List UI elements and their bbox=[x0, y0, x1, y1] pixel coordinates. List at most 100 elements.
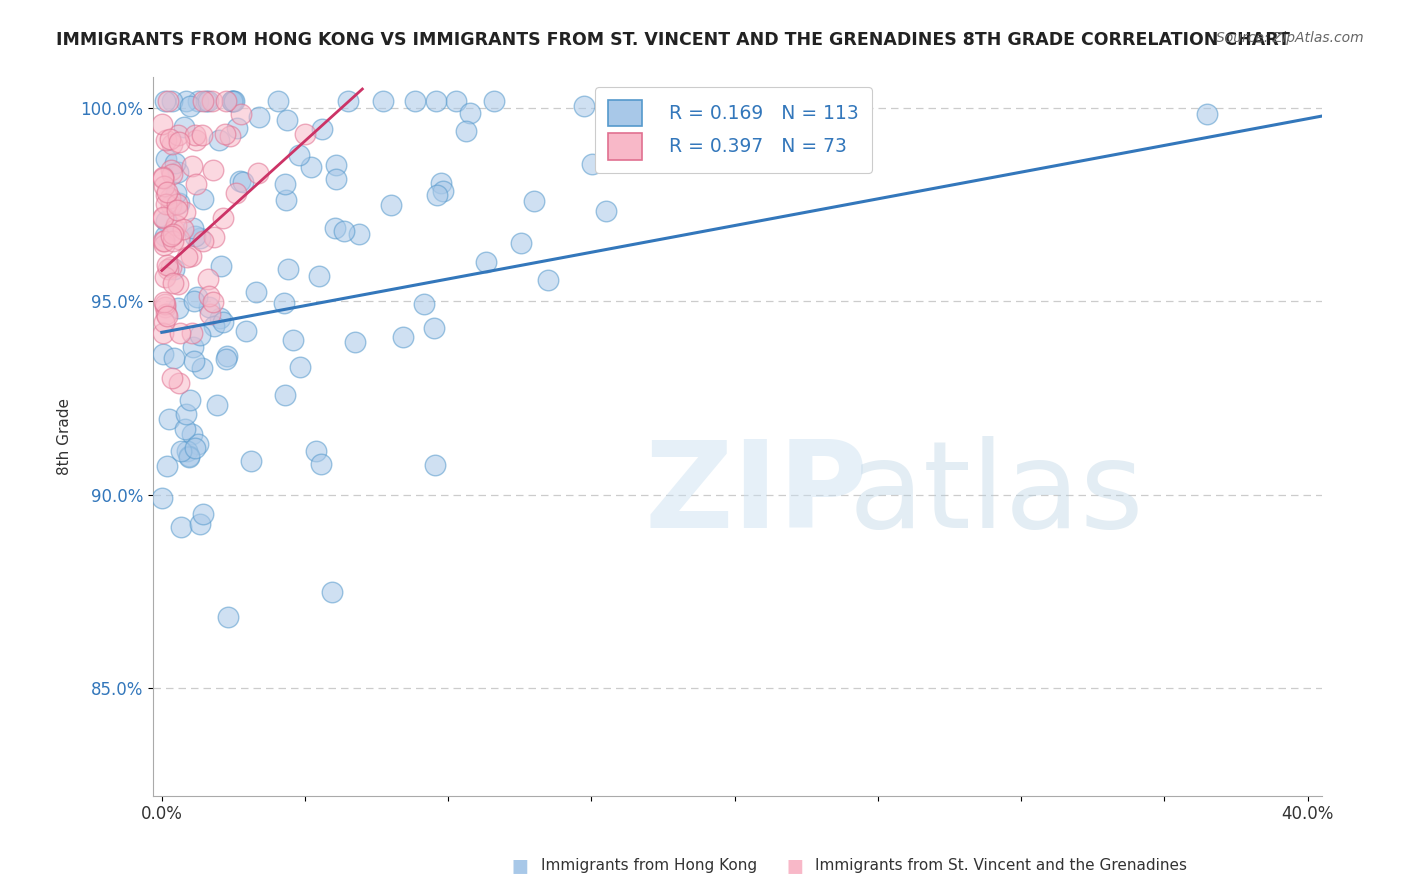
Point bbox=[157, 412, 180, 426]
Point bbox=[201, 94, 224, 108]
Point bbox=[218, 129, 240, 144]
Point bbox=[176, 444, 198, 458]
Point bbox=[153, 294, 176, 309]
Point bbox=[208, 133, 231, 147]
Point bbox=[198, 289, 221, 303]
Point bbox=[153, 315, 176, 329]
Point bbox=[305, 444, 328, 458]
Point bbox=[225, 186, 247, 200]
Point bbox=[180, 427, 202, 442]
Point bbox=[179, 393, 201, 408]
Point bbox=[404, 94, 426, 108]
Point bbox=[167, 165, 190, 179]
Point bbox=[180, 249, 202, 263]
Point bbox=[187, 436, 209, 450]
Point bbox=[165, 156, 187, 170]
Point bbox=[153, 94, 176, 108]
Point bbox=[160, 198, 183, 212]
Point bbox=[186, 133, 208, 147]
Point bbox=[247, 166, 270, 180]
Point bbox=[197, 94, 219, 108]
Point bbox=[423, 458, 446, 473]
Point bbox=[188, 516, 211, 531]
Point bbox=[181, 159, 204, 173]
Point bbox=[482, 94, 505, 108]
Point bbox=[167, 135, 190, 149]
Point bbox=[188, 231, 211, 245]
Point bbox=[201, 163, 224, 178]
Point bbox=[157, 94, 180, 108]
Point bbox=[181, 326, 204, 340]
Point bbox=[321, 584, 343, 599]
Point bbox=[235, 324, 257, 338]
Point bbox=[167, 301, 190, 316]
Point bbox=[156, 185, 179, 199]
Point bbox=[174, 205, 197, 219]
Point bbox=[183, 354, 205, 368]
Point bbox=[423, 321, 446, 335]
Legend:   R = 0.169   N = 113,   R = 0.397   N = 73: R = 0.169 N = 113, R = 0.397 N = 73 bbox=[595, 87, 872, 173]
Point bbox=[574, 99, 596, 113]
Point bbox=[229, 107, 252, 121]
Text: ▪: ▪ bbox=[785, 851, 804, 880]
Point bbox=[308, 268, 330, 283]
Point bbox=[190, 128, 212, 142]
Point bbox=[153, 237, 176, 252]
Text: ZIP: ZIP bbox=[644, 435, 868, 552]
Point bbox=[458, 106, 481, 120]
Point bbox=[212, 211, 235, 226]
Point bbox=[337, 94, 360, 108]
Point bbox=[274, 388, 297, 402]
Point bbox=[581, 157, 603, 171]
Point bbox=[191, 95, 214, 109]
Point bbox=[456, 124, 478, 138]
Point bbox=[294, 127, 316, 141]
Point bbox=[152, 234, 174, 248]
Point bbox=[380, 198, 402, 212]
Point bbox=[167, 232, 190, 246]
Point bbox=[155, 187, 177, 202]
Point bbox=[181, 220, 204, 235]
Point bbox=[166, 203, 188, 218]
Point bbox=[152, 210, 174, 224]
Point bbox=[198, 301, 221, 315]
Point bbox=[188, 327, 211, 342]
Point bbox=[266, 94, 288, 108]
Point bbox=[226, 121, 249, 136]
Point bbox=[155, 197, 177, 211]
Point bbox=[247, 110, 270, 124]
Point bbox=[204, 229, 226, 244]
Point bbox=[281, 334, 304, 348]
Point bbox=[523, 194, 546, 208]
Point bbox=[274, 193, 297, 207]
Point bbox=[179, 98, 201, 112]
Point bbox=[287, 147, 309, 161]
Text: ▪: ▪ bbox=[510, 851, 530, 880]
Point bbox=[179, 449, 201, 463]
Point bbox=[595, 203, 617, 218]
Point bbox=[159, 228, 181, 243]
Point bbox=[162, 235, 184, 249]
Point bbox=[184, 178, 207, 192]
Point bbox=[174, 422, 197, 436]
Point bbox=[155, 213, 177, 227]
Point bbox=[163, 351, 186, 365]
Point bbox=[444, 94, 467, 108]
Point bbox=[229, 173, 252, 187]
Point bbox=[277, 261, 299, 276]
Point bbox=[475, 255, 498, 269]
Point bbox=[325, 172, 347, 186]
Point bbox=[214, 94, 236, 108]
Point bbox=[155, 133, 177, 147]
Point bbox=[169, 326, 191, 340]
Point bbox=[153, 270, 176, 285]
Point bbox=[160, 94, 183, 108]
Point bbox=[276, 112, 298, 127]
Point bbox=[153, 297, 176, 311]
Point bbox=[159, 132, 181, 146]
Point bbox=[325, 158, 347, 172]
Y-axis label: 8th Grade: 8th Grade bbox=[58, 398, 72, 475]
Point bbox=[309, 458, 332, 472]
Point bbox=[157, 262, 180, 277]
Point bbox=[432, 184, 454, 198]
